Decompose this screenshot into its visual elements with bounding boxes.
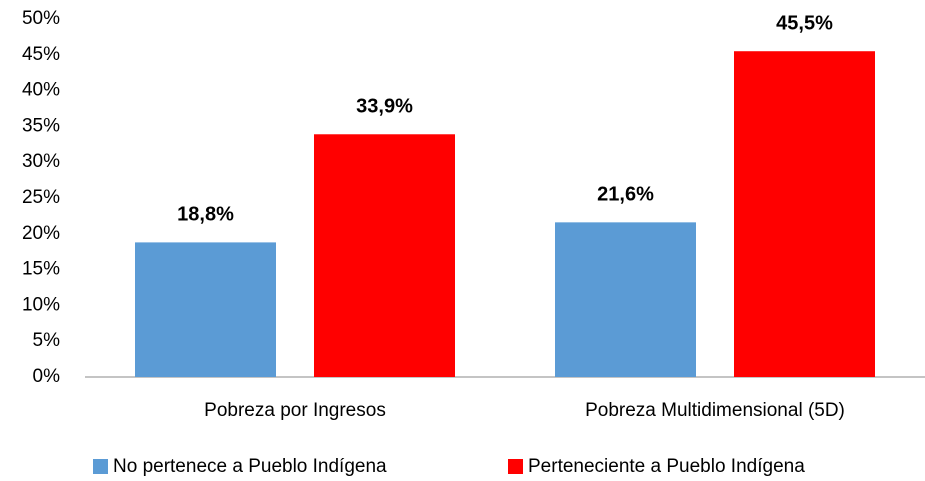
- value-label: 33,9%: [356, 96, 413, 118]
- y-tick-label: 50%: [22, 8, 60, 29]
- y-tick-label: 10%: [22, 294, 60, 315]
- bar: [555, 222, 696, 377]
- x-tick-label: Pobreza Multidimensional (5D): [585, 400, 845, 421]
- bar: [135, 242, 276, 377]
- value-label: 18,8%: [177, 204, 234, 226]
- y-tick-label: 0%: [33, 366, 61, 387]
- legend-swatch: [93, 459, 108, 474]
- legend-label: No pertenece a Pueblo Indígena: [113, 456, 387, 477]
- value-label: 21,6%: [597, 184, 654, 206]
- y-tick-label: 35%: [22, 115, 60, 136]
- x-tick-label: Pobreza por Ingresos: [204, 400, 386, 421]
- value-label: 45,5%: [776, 13, 833, 35]
- bar: [734, 51, 875, 377]
- y-tick-label: 15%: [22, 259, 60, 280]
- y-tick-label: 20%: [22, 223, 60, 244]
- legend-swatch: [508, 459, 523, 474]
- bar: [314, 134, 455, 377]
- y-tick-label: 5%: [33, 330, 61, 351]
- y-tick-label: 40%: [22, 80, 60, 101]
- y-tick-label: 30%: [22, 151, 60, 172]
- legend-label: Perteneciente a Pueblo Indígena: [528, 456, 805, 477]
- y-tick-label: 25%: [22, 187, 60, 208]
- y-tick-label: 45%: [22, 44, 60, 65]
